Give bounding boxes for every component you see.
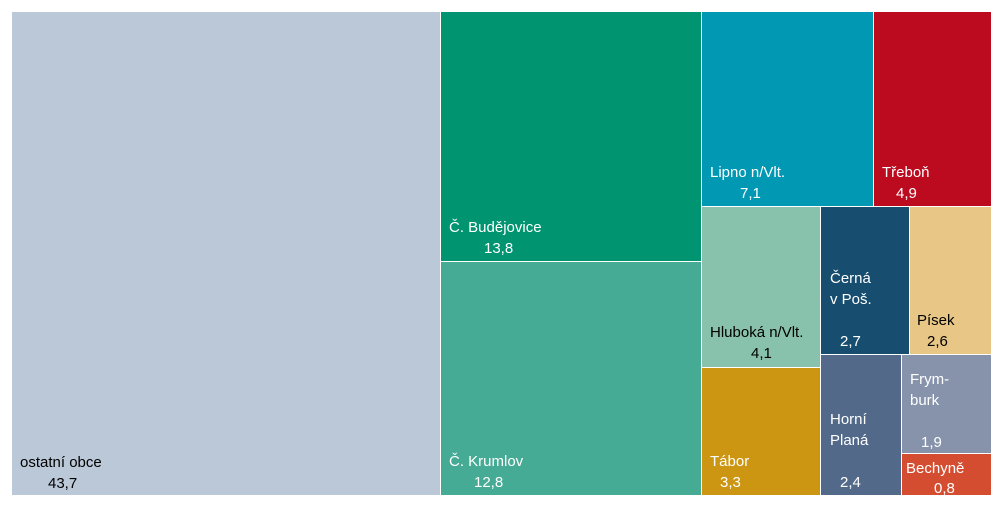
tile-label: Třeboň — [882, 164, 930, 181]
tile-label: Černá v Poš. — [830, 270, 872, 308]
tile-trebon: Třeboň 4,9 — [874, 12, 991, 206]
tile-label: Tábor — [710, 453, 750, 470]
tile-label: ostatní obce — [20, 454, 102, 471]
tile-label: Písek — [917, 312, 955, 329]
tile-bechyne: Bechyně 0,8 — [902, 454, 991, 497]
tile-value: 12,8 — [474, 474, 504, 491]
tile-ostatni-obce: ostatní obce 43,7 — [12, 12, 440, 495]
tile-lipno-n-vlt: Lipno n/Vlt. 7,1 — [702, 12, 873, 206]
tile-c-krumlov: Č. Krumlov 12,8 — [441, 262, 701, 495]
tile-value: 13,8 — [484, 240, 514, 257]
tile-value: 4,9 — [896, 185, 917, 202]
tile-value: 1,9 — [921, 434, 942, 451]
tile-cerna-v-pos: Černá v Poš. 2,7 — [821, 207, 909, 354]
tile-value: 2,6 — [927, 333, 948, 350]
tile-frym-burk: Frym- burk 1,9 — [902, 355, 991, 453]
tile-value: 7,1 — [740, 185, 761, 202]
tile-value: 43,7 — [48, 475, 78, 492]
tile-label: Hluboká n/Vlt. — [710, 324, 804, 341]
tile-hluboka-n-vlt: Hluboká n/Vlt. 4,1 — [702, 207, 820, 367]
tile-value: 4,1 — [751, 345, 772, 362]
tile-value: 3,3 — [720, 474, 741, 491]
tile-value: 0,8 — [934, 480, 955, 497]
tile-label: Horní Planá — [830, 411, 869, 449]
tile-label: Bechyně — [906, 460, 965, 477]
tile-pisek: Písek 2,6 — [910, 207, 991, 354]
tile-horni-plana: Horní Planá 2,4 — [821, 355, 901, 495]
tile-c-budejovice: Č. Budějovice 13,8 — [441, 12, 701, 261]
tile-label: Frym- burk — [910, 371, 950, 409]
tile-value: 2,7 — [840, 333, 861, 350]
tile-value: 2,4 — [840, 474, 861, 491]
tile-label: Č. Krumlov — [449, 453, 524, 470]
tile-label: Lipno n/Vlt. — [710, 164, 786, 181]
tile-tabor: Tábor 3,3 — [702, 368, 820, 495]
tile-label: Č. Budějovice — [449, 219, 542, 236]
